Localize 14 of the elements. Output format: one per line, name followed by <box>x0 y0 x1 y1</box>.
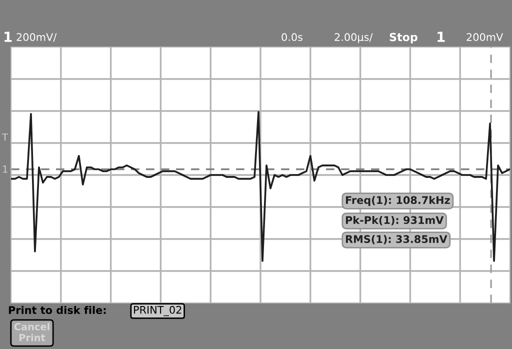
text: T <box>2 134 8 141</box>
annotation: Pk-Pk(1): 931mV <box>346 216 444 226</box>
text: 0.0s <box>282 33 302 42</box>
text: 1 <box>3 166 8 173</box>
annotation: Freq(1): 108.7kHz <box>346 196 450 206</box>
text: Print to disk file: <box>8 306 106 314</box>
text: 2.00µs/ <box>334 33 373 44</box>
text: Stop <box>390 32 418 44</box>
text: 1 <box>4 32 12 42</box>
annotation: RMS(1): 33.85mV <box>346 234 448 244</box>
text: PRINT_02 <box>134 306 182 316</box>
text: 200mV <box>466 33 504 42</box>
text: 200mV/ <box>16 33 57 42</box>
text: 1 <box>438 32 445 42</box>
